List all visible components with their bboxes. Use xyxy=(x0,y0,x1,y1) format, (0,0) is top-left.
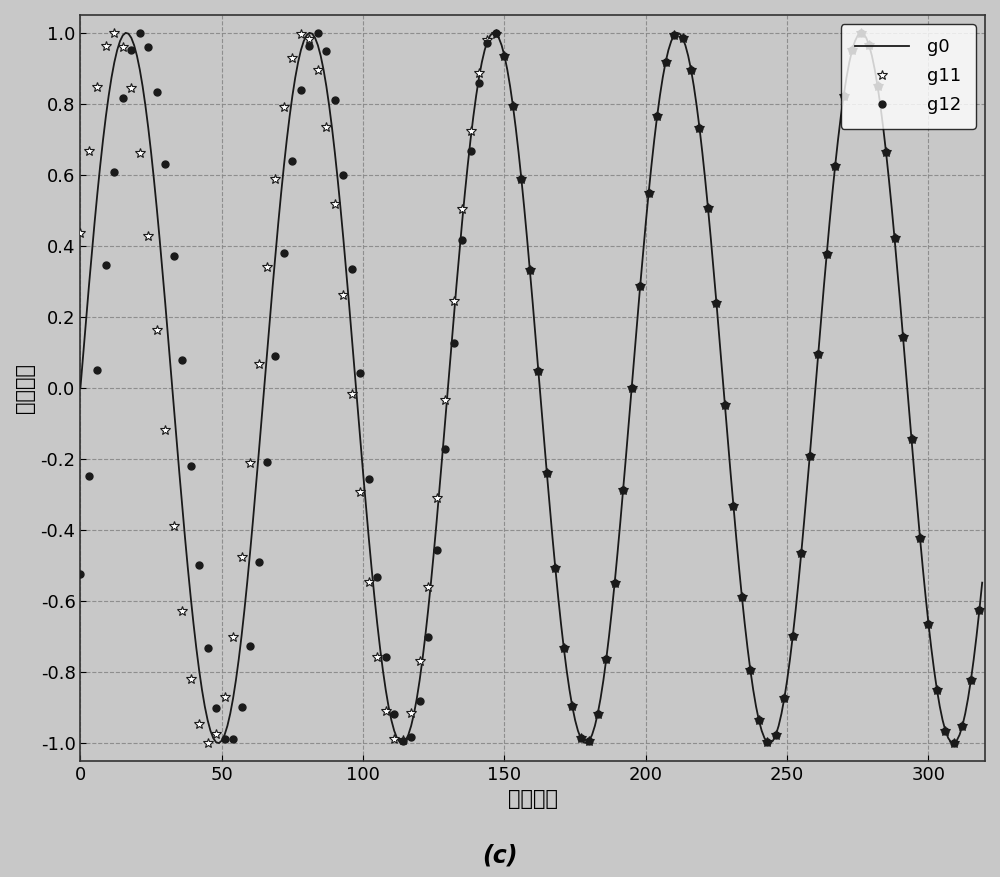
g12 xyxy=(973,605,985,616)
g11 xyxy=(880,147,892,158)
g12 xyxy=(880,147,892,158)
g11 xyxy=(804,451,816,461)
g0 xyxy=(713,332,725,342)
g0 xyxy=(818,282,830,292)
g11 xyxy=(922,618,934,629)
g11 xyxy=(719,400,731,410)
g0 xyxy=(725,467,737,478)
X-axis label: 采样点数: 采样点数 xyxy=(508,789,558,809)
Line: g12: g12 xyxy=(77,29,983,746)
g11 xyxy=(74,228,86,239)
g11 xyxy=(108,27,120,38)
g11 xyxy=(973,605,985,616)
g0 xyxy=(74,382,86,393)
Line: g11: g11 xyxy=(76,28,984,748)
Legend: g0, g11, g12: g0, g11, g12 xyxy=(841,24,976,129)
g0 xyxy=(855,27,867,38)
g12 xyxy=(804,451,816,461)
g12 xyxy=(719,400,731,410)
Text: (c): (c) xyxy=(482,843,518,867)
g0 xyxy=(544,501,556,511)
g11 xyxy=(354,487,366,497)
g11 xyxy=(761,737,773,747)
g12 xyxy=(761,737,773,747)
g0 xyxy=(872,81,884,91)
g0 xyxy=(213,738,225,748)
g11 xyxy=(948,738,960,748)
g12 xyxy=(948,738,960,748)
g12 xyxy=(134,27,146,38)
g12 xyxy=(354,367,366,378)
Line: g0: g0 xyxy=(80,32,982,743)
g12 xyxy=(74,568,86,579)
g0 xyxy=(204,725,216,736)
g0 xyxy=(976,577,988,588)
g12 xyxy=(922,618,934,629)
Y-axis label: 信号幅度: 信号幅度 xyxy=(15,363,35,413)
